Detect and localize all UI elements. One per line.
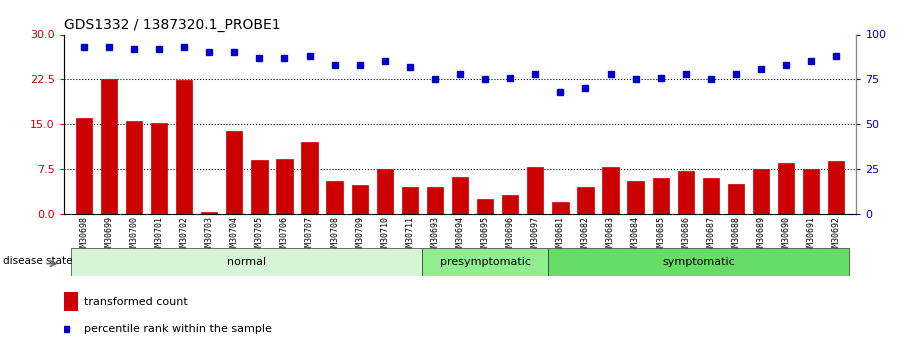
Text: GSM30690: GSM30690 [782, 216, 791, 256]
Text: GSM30691: GSM30691 [807, 216, 815, 256]
Bar [548, 248, 849, 276]
Text: transformed count: transformed count [84, 297, 188, 306]
Text: GSM30696: GSM30696 [506, 216, 515, 256]
Text: GSM30693: GSM30693 [431, 216, 439, 256]
Bar [226, 131, 242, 214]
Bar [652, 178, 669, 214]
Text: GSM30705: GSM30705 [255, 216, 264, 256]
Text: GDS1332 / 1387320.1_PROBE1: GDS1332 / 1387320.1_PROBE1 [64, 18, 281, 32]
Text: symptomatic: symptomatic [662, 257, 734, 267]
Text: GSM30683: GSM30683 [606, 216, 615, 256]
Text: GSM30701: GSM30701 [155, 216, 164, 256]
Text: GSM30685: GSM30685 [656, 216, 665, 256]
Bar [101, 79, 118, 214]
Bar [728, 184, 744, 214]
Text: GSM30689: GSM30689 [756, 216, 765, 256]
Text: GSM30684: GSM30684 [631, 216, 640, 256]
Text: GSM30688: GSM30688 [732, 216, 741, 256]
Bar [552, 202, 568, 214]
Text: GSM30682: GSM30682 [581, 216, 590, 256]
Text: percentile rank within the sample: percentile rank within the sample [84, 325, 271, 334]
Bar [423, 248, 548, 276]
Text: GSM30707: GSM30707 [305, 216, 314, 256]
Text: GSM30686: GSM30686 [681, 216, 691, 256]
Bar [527, 167, 544, 214]
Text: GSM30698: GSM30698 [79, 216, 88, 256]
Bar [828, 161, 844, 214]
Text: GSM30699: GSM30699 [105, 216, 113, 256]
Bar [326, 181, 343, 214]
Bar [151, 123, 168, 214]
Bar [752, 169, 769, 214]
Text: GSM30709: GSM30709 [355, 216, 364, 256]
Bar [376, 169, 393, 214]
Bar [427, 187, 443, 214]
Bar [477, 199, 493, 214]
Bar [778, 163, 794, 214]
Bar [352, 185, 368, 214]
Text: GSM30704: GSM30704 [230, 216, 239, 256]
Bar [402, 187, 418, 214]
Text: GSM30706: GSM30706 [280, 216, 289, 256]
Text: normal: normal [228, 257, 266, 267]
Bar [71, 248, 423, 276]
Text: GSM30702: GSM30702 [179, 216, 189, 256]
Bar [628, 181, 644, 214]
Text: GSM30710: GSM30710 [380, 216, 389, 256]
Bar [201, 212, 218, 214]
Text: GSM30711: GSM30711 [405, 216, 415, 256]
Bar [76, 118, 92, 214]
Text: GSM30700: GSM30700 [129, 216, 138, 256]
Bar [502, 195, 518, 214]
Text: GSM30687: GSM30687 [706, 216, 715, 256]
Bar [803, 169, 819, 214]
Bar [678, 171, 694, 214]
Text: GSM30694: GSM30694 [456, 216, 465, 256]
Bar [302, 142, 318, 214]
Bar [276, 159, 292, 214]
Bar [126, 121, 142, 214]
Bar [64, 292, 78, 311]
Bar [452, 177, 468, 214]
Bar [176, 80, 192, 214]
Text: GSM30681: GSM30681 [556, 216, 565, 256]
Bar [702, 178, 719, 214]
Bar [578, 187, 594, 214]
Text: GSM30708: GSM30708 [330, 216, 339, 256]
Bar [251, 160, 268, 214]
Text: disease state: disease state [4, 256, 73, 266]
Text: GSM30692: GSM30692 [832, 216, 841, 256]
Text: GSM30695: GSM30695 [481, 216, 489, 256]
Text: presymptomatic: presymptomatic [440, 257, 530, 267]
Text: GSM30703: GSM30703 [205, 216, 214, 256]
Bar [602, 167, 619, 214]
Text: GSM30697: GSM30697 [531, 216, 540, 256]
